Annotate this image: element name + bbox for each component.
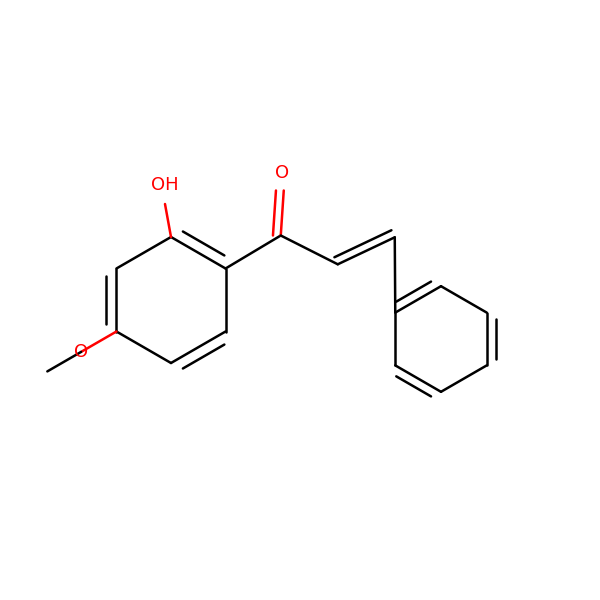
Text: OH: OH [151, 176, 179, 194]
Text: O: O [275, 163, 289, 181]
Text: O: O [74, 343, 88, 361]
